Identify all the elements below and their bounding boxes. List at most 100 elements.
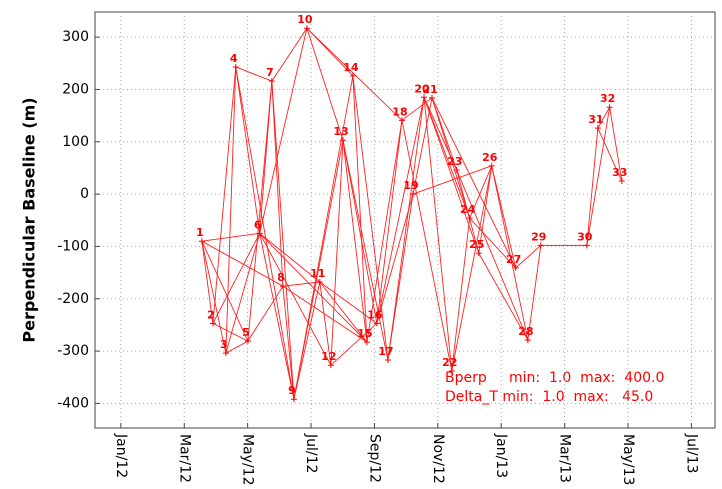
network-edge: [319, 281, 378, 324]
x-tick-label: Mar/13: [557, 434, 573, 483]
network-edge: [306, 27, 403, 121]
point-label: 6: [254, 218, 262, 231]
network-edge: [366, 120, 403, 343]
point-label: 17: [378, 345, 393, 358]
network-edge: [330, 140, 344, 366]
network-edge: [212, 322, 249, 342]
network-edge: [376, 120, 403, 324]
network-edge: [586, 107, 611, 246]
network-edge: [282, 281, 320, 287]
y-tick-label: 200: [62, 81, 89, 97]
network-edge: [431, 97, 458, 171]
network-edge: [423, 97, 480, 254]
y-tick-label: 0: [80, 186, 89, 202]
acquisition-point: [384, 356, 391, 363]
acquisition-point: [398, 117, 405, 124]
acquisition-point: [303, 25, 310, 32]
x-tick-label: May/12: [240, 434, 256, 485]
network-edge: [491, 165, 529, 341]
acquisition-point: [290, 396, 297, 403]
acquisition-point: [244, 338, 251, 345]
point-label: 33: [612, 166, 627, 179]
y-tick-label: -200: [57, 291, 89, 307]
point-label: 2: [207, 308, 215, 321]
point-label: 23: [447, 155, 462, 168]
network-edge: [201, 232, 260, 242]
network-edge: [515, 245, 542, 269]
point-label: 15: [357, 327, 372, 340]
point-label: 1: [196, 226, 204, 239]
network-edge: [609, 107, 623, 182]
network-edge: [225, 66, 237, 354]
point-label: 4: [230, 52, 238, 65]
network-edge: [401, 120, 453, 372]
acquisition-point: [256, 230, 263, 237]
network-edge: [527, 245, 542, 341]
network-edge: [586, 128, 599, 246]
point-label: 10: [297, 13, 313, 26]
network-edge: [271, 27, 308, 82]
network-edge: [271, 81, 295, 400]
network-edge: [247, 285, 284, 342]
point-label: 7: [266, 66, 274, 79]
network-edge: [342, 140, 368, 343]
network-edge: [319, 281, 368, 343]
acquisition-point: [421, 94, 428, 101]
network-edge: [491, 165, 517, 268]
network-edge: [451, 165, 493, 372]
network-edge: [293, 281, 321, 400]
acquisition-point: [409, 191, 416, 198]
network-edge: [376, 97, 425, 324]
acquisition-point: [429, 94, 436, 101]
x-tick-label: Jul/13: [683, 433, 699, 473]
network-edge: [423, 97, 471, 219]
y-tick-label: -100: [57, 238, 89, 254]
y-tick-label: -300: [57, 343, 89, 359]
network-edge: [597, 107, 611, 129]
network-edge: [201, 241, 227, 354]
network-edge: [342, 140, 378, 324]
network-edge: [352, 75, 389, 361]
acquisition-point: [222, 350, 229, 357]
acquisition-point: [512, 264, 519, 271]
network-edge: [469, 165, 493, 219]
network-edge: [212, 66, 237, 324]
acquisition-point: [279, 283, 286, 290]
point-label: 30: [577, 230, 593, 243]
acquisition-point: [583, 242, 590, 249]
acquisition-point: [537, 242, 544, 249]
acquisition-point: [453, 167, 460, 174]
acquisition-point: [349, 72, 356, 79]
acquisition-point: [618, 178, 625, 185]
acquisition-point: [268, 78, 275, 85]
network-edge: [423, 97, 453, 372]
network-edge: [259, 233, 368, 343]
x-tick-label: Jan/13: [493, 433, 509, 478]
acquisition-point: [373, 320, 380, 327]
network-edge: [293, 75, 354, 400]
acquisition-point: [448, 367, 455, 374]
point-label: 3: [220, 338, 228, 351]
acquisition-point: [475, 250, 482, 257]
network-edge: [235, 66, 295, 400]
network-edge: [225, 340, 249, 354]
x-tick-label: Jan/12: [113, 433, 129, 478]
point-label: 27: [506, 253, 521, 266]
point-label: 19: [403, 179, 418, 192]
plot-frame: [94, 11, 716, 429]
x-tick-label: May/13: [620, 434, 636, 485]
network-edge: [259, 233, 295, 400]
point-label: 5: [242, 326, 250, 339]
point-label: 11: [310, 267, 325, 280]
network-edge: [342, 140, 389, 361]
network-edge: [456, 169, 480, 254]
point-label: 13: [333, 125, 348, 138]
acquisition-point: [466, 215, 473, 222]
network-edge: [597, 127, 623, 182]
network-edge: [412, 97, 433, 195]
y-tick-label: 100: [62, 134, 89, 150]
acquisition-point: [488, 162, 495, 169]
point-label: 24: [460, 203, 476, 216]
network-edge: [306, 28, 344, 141]
